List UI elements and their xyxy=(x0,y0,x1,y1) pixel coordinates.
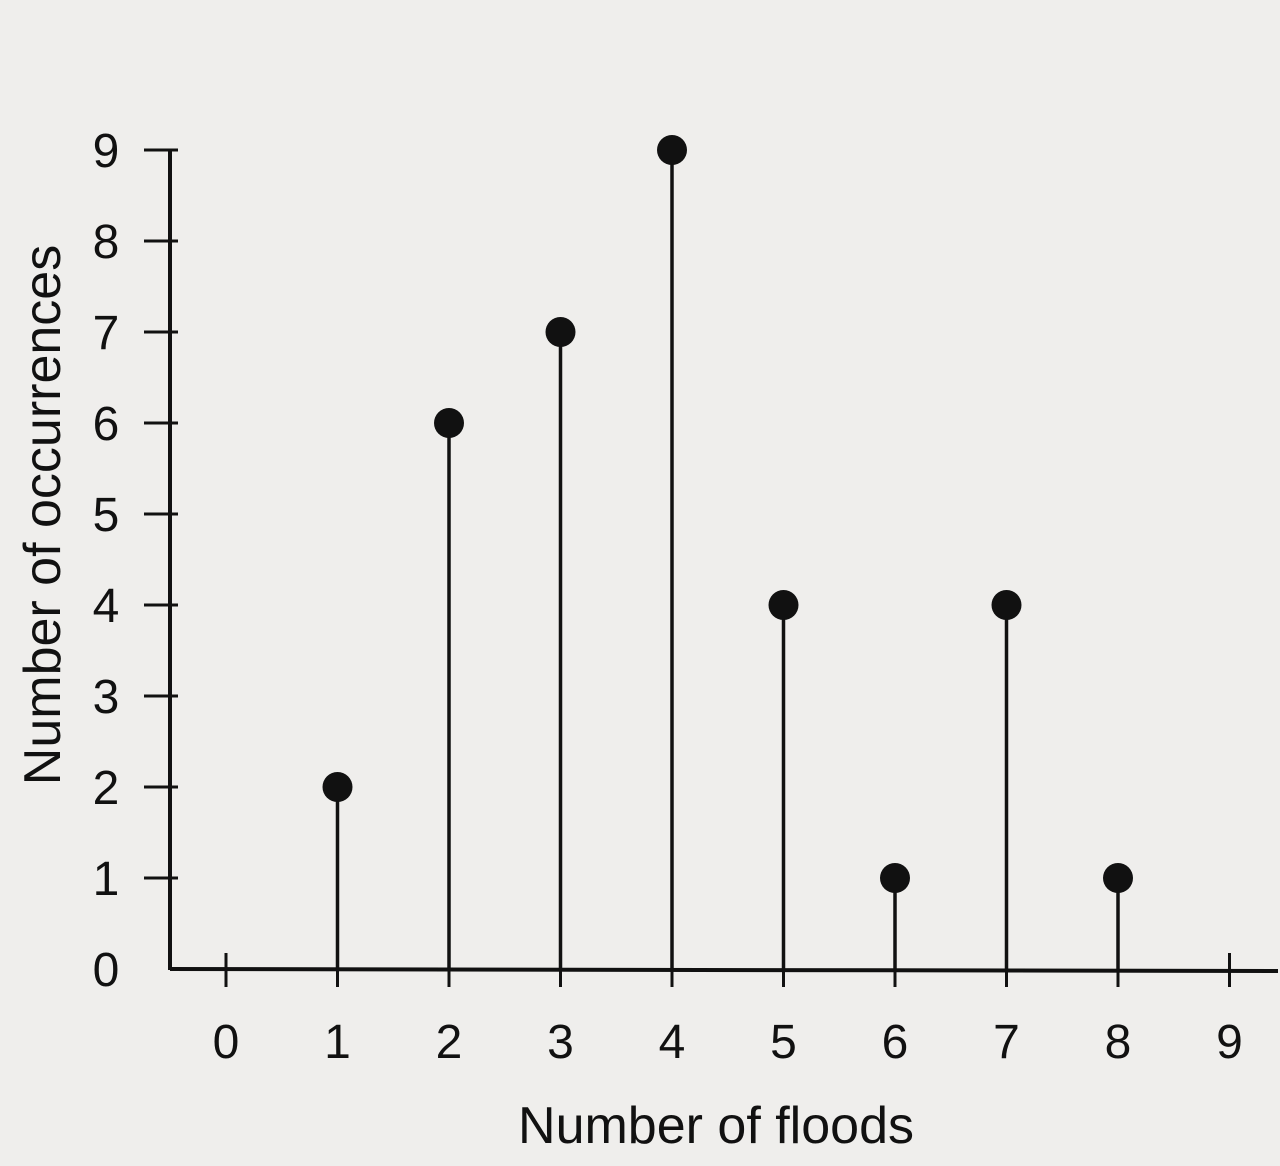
stem-marker xyxy=(1103,863,1133,893)
x-axis-line xyxy=(169,967,1279,973)
y-tick-label: 6 xyxy=(93,398,120,451)
x-tick-label: 2 xyxy=(436,1016,463,1069)
y-axis-title: Number of occurrences xyxy=(14,245,72,785)
y-tick-label: 3 xyxy=(93,671,120,724)
y-tick-label: 0 xyxy=(93,944,120,997)
y-tick-label: 2 xyxy=(93,762,120,815)
stem-marker xyxy=(434,408,464,438)
x-tick-label: 1 xyxy=(324,1016,351,1069)
y-tick-label: 4 xyxy=(93,580,120,633)
stem-marker xyxy=(991,590,1022,620)
y-tick-label: 8 xyxy=(93,216,120,269)
x-tick-label: 6 xyxy=(882,1016,909,1069)
y-tick-label: 1 xyxy=(93,853,120,906)
x-tick-label: 7 xyxy=(993,1016,1020,1069)
stem-marker xyxy=(545,317,576,347)
stem-marker xyxy=(322,772,353,802)
x-tick-label: 3 xyxy=(547,1016,574,1069)
x-axis-title: Number of floods xyxy=(518,1097,914,1155)
axis-ticks: 0 1 2 3 4 5 6 7 8 9 0 1 2 3 4 5 6 7 8 9 xyxy=(93,125,1243,1069)
y-tick-label: 9 xyxy=(93,125,120,178)
axes xyxy=(168,150,1279,973)
x-tick-label: 4 xyxy=(659,1016,686,1069)
stem-marker xyxy=(768,590,799,620)
x-tick-label: 0 xyxy=(213,1016,240,1069)
stem-marker xyxy=(880,863,910,893)
x-tick-label: 5 xyxy=(770,1016,797,1069)
x-tick-label: 8 xyxy=(1105,1016,1132,1069)
x-tick-label: 9 xyxy=(1216,1016,1243,1069)
y-tick-label: 5 xyxy=(93,489,120,542)
data-stems xyxy=(322,135,1133,969)
stem-marker xyxy=(657,135,687,165)
y-tick-label: 7 xyxy=(93,307,120,360)
